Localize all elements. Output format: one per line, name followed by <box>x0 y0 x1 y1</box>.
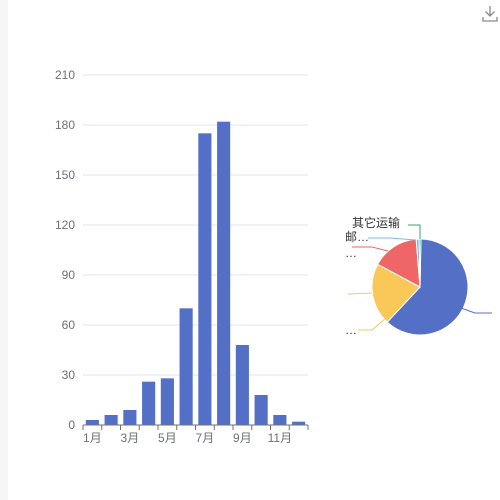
download-icon <box>482 6 498 22</box>
bar[interactable] <box>292 421 306 425</box>
pie-slice[interactable] <box>377 238 421 288</box>
bar[interactable] <box>235 345 249 425</box>
bar[interactable] <box>104 415 118 425</box>
x-tick-label: 7月 <box>196 431 215 445</box>
download-button[interactable] <box>480 4 500 24</box>
y-tick-label: 90 <box>62 268 76 282</box>
bar[interactable] <box>123 410 137 425</box>
y-tick-label: 150 <box>55 168 75 182</box>
bar[interactable] <box>217 121 231 426</box>
bar[interactable] <box>254 395 268 425</box>
y-tick-label: 180 <box>55 118 75 132</box>
y-tick-label: 60 <box>62 318 76 332</box>
bar[interactable] <box>85 420 99 425</box>
y-tick-label: 120 <box>55 218 75 232</box>
pie-label-line <box>358 317 387 331</box>
pie-label-line <box>408 224 421 239</box>
x-tick-label: 11月 <box>268 431 292 445</box>
pie-label: … <box>345 246 357 260</box>
pie-slice[interactable] <box>418 238 422 288</box>
bar[interactable] <box>160 378 174 425</box>
pie-label: 其它运输 <box>352 215 400 230</box>
pie-label-line <box>368 237 417 241</box>
x-tick-label: 1月 <box>83 431 102 445</box>
pie-slice[interactable] <box>371 263 421 323</box>
pie-label-line <box>347 292 373 295</box>
y-tick-label: 30 <box>62 368 76 382</box>
bar[interactable] <box>142 381 156 425</box>
x-tick-label: 9月 <box>233 431 252 445</box>
bar[interactable] <box>273 415 287 425</box>
x-tick-label: 5月 <box>158 431 177 445</box>
x-tick-label: 3月 <box>121 431 140 445</box>
pie-label: … <box>345 323 357 337</box>
pie-slice[interactable] <box>386 238 469 336</box>
pie-label-line <box>457 306 492 314</box>
bar[interactable] <box>179 308 193 425</box>
pie-label: 邮… <box>345 230 369 244</box>
bar[interactable] <box>198 133 212 426</box>
y-tick-label: 210 <box>55 68 75 82</box>
pie-label-line <box>352 246 389 252</box>
y-tick-label: 0 <box>68 418 75 432</box>
